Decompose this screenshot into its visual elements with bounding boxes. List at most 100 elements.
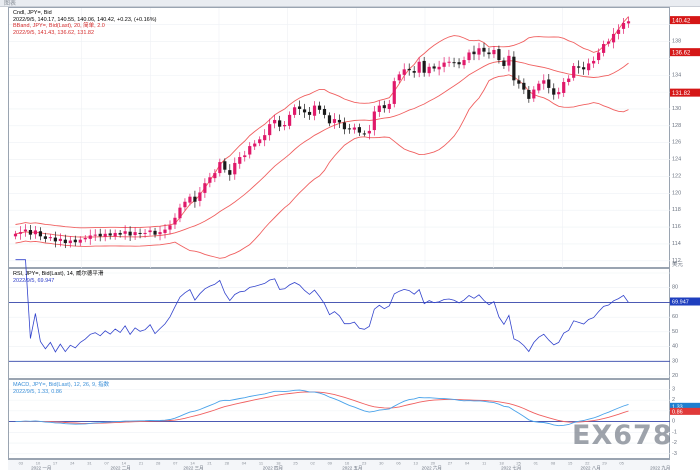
x-axis-day-tick: 17 bbox=[53, 461, 58, 466]
price-axis-tick: 124 bbox=[672, 157, 681, 163]
candle-body bbox=[63, 239, 67, 244]
x-axis-day-tick: 14 bbox=[122, 461, 127, 466]
candle-body bbox=[527, 90, 531, 99]
candle-body bbox=[243, 155, 247, 158]
x-axis-day-tick: 15 bbox=[568, 461, 573, 466]
macd-axis-tick: -2 bbox=[672, 440, 677, 446]
candle-body bbox=[248, 146, 252, 155]
candle-body bbox=[616, 29, 621, 34]
rsi-line bbox=[15, 259, 629, 353]
candle-body bbox=[208, 177, 212, 183]
candle-body bbox=[143, 232, 147, 234]
price-axis-highlight bbox=[670, 16, 700, 25]
price-axis-highlight-label: 140.42 bbox=[672, 18, 691, 24]
x-axis-day-tick: 04 bbox=[465, 461, 470, 466]
candle-body bbox=[28, 230, 33, 235]
candle-body bbox=[457, 62, 461, 65]
macd-legend-1: MACD, JPY=, Bid(Last), 12, 26, 9, 指数 bbox=[13, 382, 110, 388]
candle-body bbox=[567, 78, 571, 82]
time-x-axis: 03 10 17 24 31 07 14 21 28 07 14 21 28 04 11 18 25 02 09 16… bbox=[8, 459, 670, 470]
x-axis-month-label: 2022 七月 bbox=[501, 465, 521, 470]
candle-body bbox=[572, 65, 576, 78]
candle-body bbox=[621, 22, 626, 29]
candle-body bbox=[626, 21, 631, 24]
candle-body bbox=[43, 236, 47, 239]
price-axis-tick: 112 bbox=[672, 258, 681, 264]
candle-body bbox=[188, 196, 192, 203]
rsi-axis-highlight-label: 69.947 bbox=[672, 300, 689, 306]
candle-body bbox=[332, 119, 337, 123]
candle-body bbox=[517, 80, 521, 84]
macd-axis-highlight-label: 0.86 bbox=[672, 409, 683, 415]
price-axis-tick: 138 bbox=[672, 39, 681, 45]
candle-body bbox=[352, 127, 356, 130]
x-axis-month-label: 2022 九月 bbox=[650, 465, 670, 470]
candle-body bbox=[93, 234, 97, 236]
x-axis-day-tick: 31 bbox=[87, 461, 92, 466]
price-legend-2: 2022/9/5, 140.17, 140.55, 140.06, 140.42… bbox=[13, 16, 157, 23]
candle-body bbox=[33, 230, 38, 235]
x-axis-day-tick: 28 bbox=[225, 461, 230, 466]
macd-axis-tick: 3 bbox=[672, 386, 675, 392]
candle-body bbox=[397, 74, 401, 81]
candle-body bbox=[487, 52, 491, 55]
price-axis-tick: 116 bbox=[672, 224, 681, 230]
x-axis-day-tick: 09 bbox=[328, 461, 333, 466]
candle-body bbox=[58, 238, 62, 241]
rsi-axis-highlight bbox=[670, 297, 700, 306]
rsi-axis-tick: 40 bbox=[672, 344, 678, 350]
candle-body bbox=[562, 81, 566, 93]
candle-body bbox=[178, 207, 182, 219]
bband-lower-line bbox=[15, 74, 629, 259]
candle-body bbox=[13, 233, 18, 237]
candle-body bbox=[537, 83, 541, 91]
candle-body bbox=[68, 240, 72, 244]
rsi-pane[interactable]: RSI, JPY=, Bid(Last), 14, 威尔德平滑 2022/9/5… bbox=[8, 259, 671, 379]
candle-body bbox=[467, 52, 471, 61]
candle-body bbox=[552, 88, 556, 95]
rsi-axis-tick: 80 bbox=[672, 285, 678, 291]
x-axis-day-tick: 11 bbox=[259, 461, 264, 466]
candle-body bbox=[253, 143, 257, 147]
x-axis-month-label: 2022 二月 bbox=[111, 466, 131, 470]
x-axis-month-label: 2022 四月 bbox=[263, 466, 283, 470]
candle-body bbox=[377, 105, 381, 112]
price-axis-tick: 120 bbox=[672, 190, 681, 196]
price-pane[interactable]: Cndl, JPY=, Bid 2022/9/5, 140.17, 140.55… bbox=[8, 7, 671, 269]
bband-legend-1: BBand, JPY=, Bid(Last), 20, 简单, 2.0 bbox=[13, 23, 105, 29]
rsi-chart bbox=[9, 259, 671, 377]
macd-pane[interactable]: MACD, JPY=, Bid(Last), 12, 26, 9, 指数 202… bbox=[8, 379, 671, 459]
x-axis-day-tick: 30 bbox=[379, 461, 384, 466]
candle-body bbox=[597, 52, 601, 61]
x-axis-day-tick: 02 bbox=[310, 461, 315, 466]
candle-body bbox=[427, 66, 431, 74]
candle-body bbox=[472, 51, 476, 55]
x-axis-day-tick: 21 bbox=[207, 461, 212, 466]
candle-body bbox=[138, 232, 142, 234]
x-axis-day-tick: 24 bbox=[70, 461, 75, 466]
x-axis-day-tick: 13 bbox=[413, 461, 418, 466]
candle-body bbox=[148, 230, 152, 233]
price-chart bbox=[9, 8, 671, 269]
candle-body bbox=[437, 66, 441, 70]
candle-body bbox=[218, 162, 222, 174]
candle-body bbox=[382, 105, 386, 109]
x-axis-day-tick: 05 bbox=[619, 461, 624, 466]
price-legend-1: Cndl, JPY=, Bid bbox=[13, 10, 52, 16]
candle-body bbox=[23, 229, 28, 232]
candle-body bbox=[482, 47, 486, 52]
rsi-axis-tick: 50 bbox=[672, 329, 678, 335]
price-axis-tick: 126 bbox=[672, 140, 681, 146]
candle-body bbox=[118, 232, 122, 235]
candle-body bbox=[412, 71, 416, 73]
x-axis-month-label: 2022 八月 bbox=[581, 466, 601, 470]
candle-body bbox=[128, 231, 132, 236]
x-axis-month-label: 2022 三月 bbox=[183, 466, 203, 470]
candle-body bbox=[392, 81, 396, 104]
candle-body bbox=[168, 225, 172, 230]
rsi-axis-tick: 30 bbox=[672, 358, 678, 364]
macd-signal-line bbox=[15, 391, 629, 424]
candle-body bbox=[357, 127, 361, 133]
window-titlebar: 图表 bbox=[0, 0, 700, 7]
candle-body bbox=[53, 237, 57, 242]
